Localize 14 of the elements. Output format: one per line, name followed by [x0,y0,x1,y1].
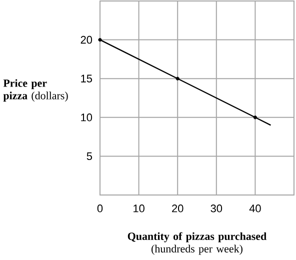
y-tick-label: 20 [80,36,92,44]
x-tick-label: 10 [134,204,144,212]
x-tick-label: 30 [210,204,222,212]
x-axis-title: Quantity of pizzas purchased (hundreds per week) [128,232,266,255]
x-tick-label: 20 [172,204,184,212]
point [253,116,257,120]
y-tick-label: 15 [81,74,92,82]
y-tick-label: 10 [81,114,92,122]
y-tick-label: 5 [86,152,92,160]
point [176,76,180,80]
x-tick-label: 40 [249,204,261,212]
point [98,38,102,42]
y-axis-title: Price per pizza (dollars) [3,79,68,102]
x-tick-label: 0 [97,204,103,212]
